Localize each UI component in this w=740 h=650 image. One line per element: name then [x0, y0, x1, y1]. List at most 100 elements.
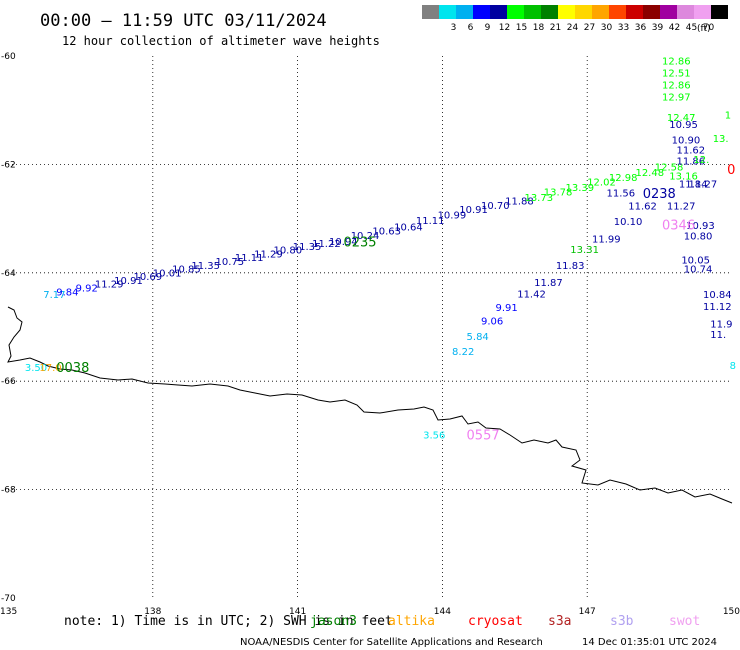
wave-height-label: 9.84	[56, 287, 78, 298]
satellite-name-altika: altika	[388, 614, 435, 629]
legend-swatch	[507, 5, 524, 19]
pass-time-label: 0346	[662, 219, 695, 234]
satellite-key: jason3 altika cryosat s3a s3b swot	[310, 614, 700, 629]
wave-height-label: 10.93	[686, 221, 715, 232]
x-tick-label: 141	[289, 607, 306, 617]
wave-height-label: 11.12	[703, 302, 732, 313]
wave-height-label: 17.0	[39, 363, 61, 374]
map-subtitle: 12 hour collection of altimeter wave hei…	[62, 34, 380, 48]
wave-height-label: 10.63	[372, 227, 401, 238]
wave-height-label: 11.27	[689, 179, 718, 190]
wave-height-label: 10.69	[133, 272, 162, 283]
y-tick-label: -66	[1, 377, 16, 387]
wave-height-label: 7.17	[43, 290, 65, 301]
legend-swatch	[677, 5, 694, 19]
wave-height-label: 12.97	[662, 93, 691, 104]
wave-height-label: 9.91	[495, 303, 517, 314]
wave-height-label: 10.90	[672, 136, 701, 147]
graticule	[8, 56, 732, 598]
wave-height-label: 12.58	[655, 163, 684, 174]
wave-height-label: 10.84	[703, 290, 732, 301]
legend-tick-label: 24	[567, 23, 579, 33]
wave-height-label: 11.84	[679, 179, 708, 190]
footer-time: 14 Dec 01:35:01 UTC 2024	[582, 637, 717, 648]
satellite-name-cryosat: cryosat	[468, 614, 523, 629]
y-tick-label: -70	[1, 594, 16, 604]
pass-time-label: 0557	[467, 428, 500, 443]
legend-swatch	[524, 5, 541, 19]
footer-org: NOAA/NESDIS Center for Satellite Applica…	[240, 637, 543, 648]
wave-height-label: 13.39	[565, 183, 594, 194]
pass-time-label: 0235	[343, 235, 376, 250]
wave-height-label: 3.50	[25, 363, 47, 374]
legend-swatch	[609, 5, 626, 19]
y-tick-label: -60	[1, 52, 16, 62]
wave-height-label: 11.27	[667, 202, 696, 213]
satellite-name-s3b: s3b	[610, 614, 634, 629]
wave-height-label: 11.35	[191, 261, 220, 272]
wave-height-label: 11.86	[676, 157, 705, 168]
wave-height-label: 11.29	[254, 249, 283, 260]
wave-height-label: 11.83	[556, 261, 585, 272]
legend-unit: (ft)	[697, 24, 711, 34]
legend-tick-label: 9	[485, 23, 491, 33]
legend-tick-label: 36	[635, 23, 647, 33]
wave-height-label: 10.80	[684, 231, 713, 242]
x-tick-label: 147	[579, 607, 596, 617]
wave-height-label: 11.11	[416, 216, 445, 227]
wave-height-label: 11.87	[534, 278, 563, 289]
wave-height-label: 11.62	[676, 145, 705, 156]
legend-swatch	[575, 5, 592, 19]
wave-height-label: 10.99	[438, 210, 467, 221]
legend-swatch	[694, 5, 711, 19]
wave-height-label: 10.64	[394, 222, 423, 233]
wave-height-label: 10.91	[114, 276, 143, 287]
legend-tick-label: 70	[703, 23, 715, 33]
wave-height-label: 10.01	[153, 268, 182, 279]
legend-tick-label: 6	[468, 23, 474, 33]
wave-height-label: 8	[730, 361, 736, 372]
wave-height-label: 10.91	[459, 205, 488, 216]
map-area	[8, 56, 732, 598]
legend-swatch	[660, 5, 677, 19]
legend-tick-label: 21	[550, 23, 561, 33]
wave-height-label: 9.92	[76, 284, 98, 295]
legend-swatch	[643, 5, 660, 19]
wave-height-label: 11.62	[628, 202, 657, 213]
measurements-layer: 7.179.849.9211.2910.9110.6910.0110.8511.…	[25, 56, 736, 441]
legend-tick-label: 39	[652, 23, 664, 33]
y-tick-label: -64	[1, 269, 16, 279]
wave-height-label: 11.88	[505, 196, 534, 207]
satellite-name-s3a: s3a	[548, 614, 571, 629]
x-tick-label: 138	[144, 607, 161, 617]
wave-height-label: 10.95	[669, 120, 698, 131]
color-scale-legend: 3 6 9 12 15 18 21 24 27 30 33 36 39 42 45 70	[422, 5, 728, 33]
wave-height-label: 11.42	[517, 289, 546, 300]
map-title: 00:00 – 11:59 UTC 03/11/2024	[40, 11, 327, 31]
wave-height-label: 10.05	[681, 255, 710, 266]
wave-height-label: 12.86	[662, 80, 691, 91]
wave-height-label: 5.84	[467, 332, 489, 343]
legend-tick-label: 12	[499, 23, 510, 33]
wave-height-label: 12.02	[587, 177, 616, 188]
x-tick-label: 135	[0, 607, 17, 617]
wave-height-label: 10.80	[273, 246, 302, 257]
legend-tick-label: 45	[686, 23, 697, 33]
axis-ticks: 135 138 141 144 147 150 -60 -62 -64 -66 -68 -70	[0, 52, 740, 617]
legend-tick-label: 3	[451, 23, 457, 33]
legend-swatch	[592, 5, 609, 19]
wave-height-label: 11.11	[235, 253, 264, 264]
satellite-name-swot: swot	[669, 614, 700, 629]
legend-tick-label: 42	[669, 23, 680, 33]
wave-height-label: 10.85	[172, 265, 201, 276]
wave-height-label: 10.74	[684, 265, 713, 276]
x-tick-label: 144	[434, 607, 451, 617]
wave-height-label: 11.22	[312, 239, 341, 250]
legend-swatch	[558, 5, 575, 19]
wave-height-label: 8.22	[452, 347, 474, 358]
wave-height-label: 12.	[693, 155, 709, 166]
wave-height-label: 11.56	[607, 189, 636, 200]
wave-height-label: 12.98	[609, 173, 638, 184]
antarctic-coastline	[7, 306, 733, 504]
